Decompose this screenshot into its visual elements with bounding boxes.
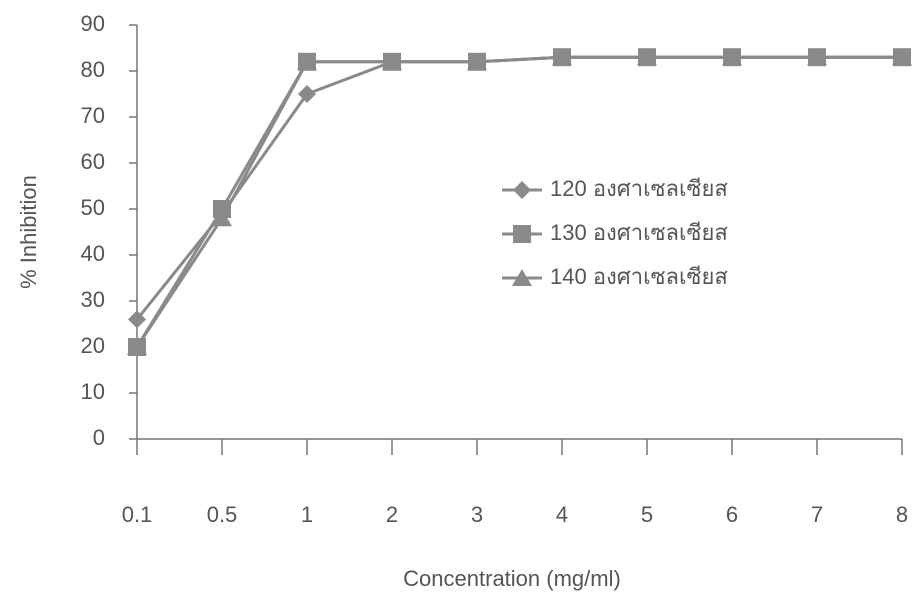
x-axis-label: Concentration (mg/ml)	[403, 566, 621, 591]
legend-label: 130 องศาเซลเซียส	[550, 220, 728, 245]
legend-label: 120 องศาเซลเซียส	[550, 176, 728, 201]
y-tick-label: 10	[81, 379, 105, 404]
y-tick-label: 20	[81, 333, 105, 358]
y-tick-label: 50	[81, 195, 105, 220]
x-tick-label: 4	[556, 502, 568, 527]
y-tick-label: 80	[81, 57, 105, 82]
x-tick-label: 0.5	[207, 502, 238, 527]
legend-marker	[513, 225, 531, 243]
x-tick-label: 7	[811, 502, 823, 527]
series-line	[137, 57, 902, 347]
series-line	[137, 57, 902, 347]
x-tick-label: 6	[726, 502, 738, 527]
y-tick-label: 60	[81, 149, 105, 174]
y-tick-label: 30	[81, 287, 105, 312]
x-tick-label: 0.1	[122, 502, 153, 527]
chart: % Inhibition Concentration (mg/ml) 01020…	[0, 0, 913, 601]
x-tick-label: 5	[641, 502, 653, 527]
legend-label: 140 องศาเซลเซียส	[550, 264, 728, 289]
y-axis-label: % Inhibition	[16, 175, 41, 289]
x-tick-label: 3	[471, 502, 483, 527]
x-tick-label: 1	[301, 502, 313, 527]
y-tick-label: 70	[81, 103, 105, 128]
legend-marker	[513, 181, 531, 199]
y-tick-label: 40	[81, 241, 105, 266]
y-tick-label: 90	[81, 11, 105, 36]
y-tick-label: 0	[93, 425, 105, 450]
x-tick-label: 2	[386, 502, 398, 527]
x-tick-label: 8	[896, 502, 908, 527]
